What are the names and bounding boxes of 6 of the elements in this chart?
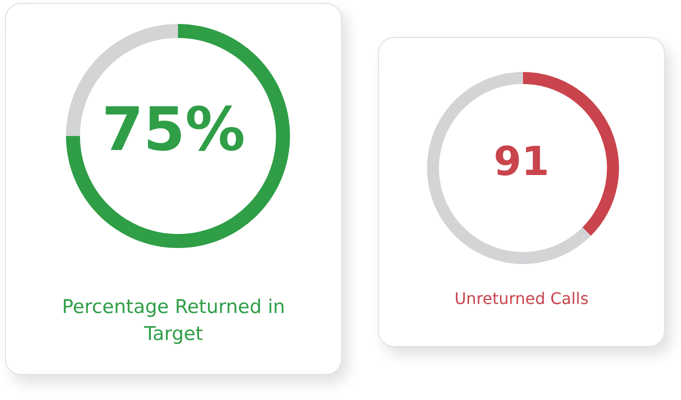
- text: 91: [492, 138, 550, 186]
- text: Unreturned Calls: [453, 288, 590, 310]
- donut-slice: [66, 24, 290, 248]
- donut-slice: [427, 72, 591, 264]
- text: Percentage Returned in Target: [60, 295, 286, 347]
- text: 75%: [100, 94, 246, 166]
